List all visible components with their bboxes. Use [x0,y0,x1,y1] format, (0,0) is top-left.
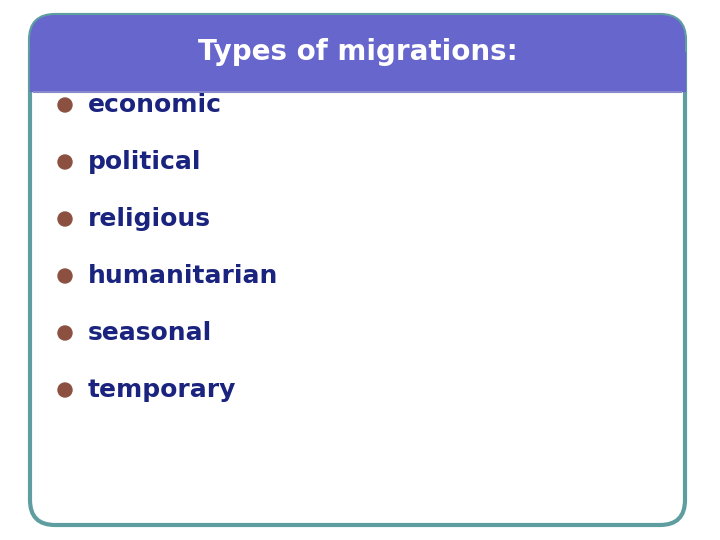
Text: economic: economic [88,93,222,117]
Text: humanitarian: humanitarian [88,264,279,288]
Text: Types of migrations:: Types of migrations: [197,38,518,66]
Circle shape [58,212,72,226]
Bar [30,52,685,91]
Circle shape [58,383,72,397]
FancyBboxPatch shape [30,15,685,525]
Circle shape [58,326,72,340]
FancyBboxPatch shape [30,15,685,90]
Circle shape [58,155,72,169]
Circle shape [58,269,72,283]
Text: temporary: temporary [88,378,236,402]
Text: seasonal: seasonal [88,321,212,345]
Circle shape [58,98,72,112]
Text: political: political [88,150,202,174]
Text: religious: religious [88,207,211,231]
